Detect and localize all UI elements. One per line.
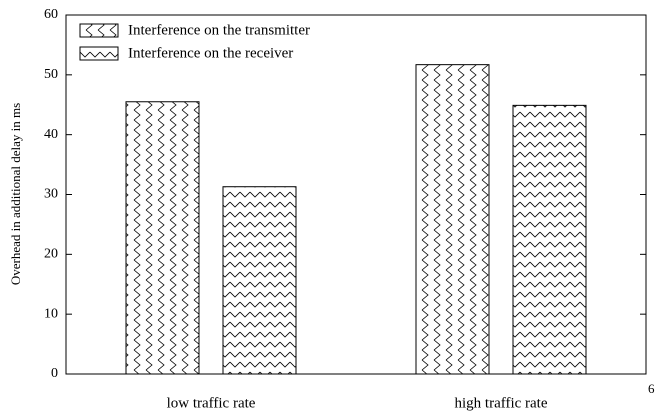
- y-tick-label: 0: [51, 366, 58, 381]
- y-axis-label: Overhead in additional delay in ms: [8, 103, 23, 285]
- y-tick-label: 60: [44, 7, 58, 22]
- y-tick-label: 20: [44, 247, 58, 262]
- bar: [222, 186, 297, 375]
- y-tick-label: 10: [44, 306, 58, 321]
- legend-label: Interference on the receiver: [128, 45, 293, 61]
- bar: [512, 104, 587, 375]
- legend-label: Interference on the transmitter: [128, 22, 310, 38]
- legend-swatch: [79, 46, 119, 61]
- annotation: 6: [648, 381, 655, 396]
- x-tick-label: high traffic rate: [454, 395, 547, 411]
- x-tick-label: low traffic rate: [167, 395, 256, 411]
- bar: [125, 101, 200, 375]
- y-tick-label: 30: [44, 187, 58, 202]
- bar: [415, 64, 490, 375]
- y-tick-label: 40: [44, 127, 58, 142]
- y-tick-label: 50: [44, 67, 58, 82]
- legend-swatch: [79, 23, 119, 38]
